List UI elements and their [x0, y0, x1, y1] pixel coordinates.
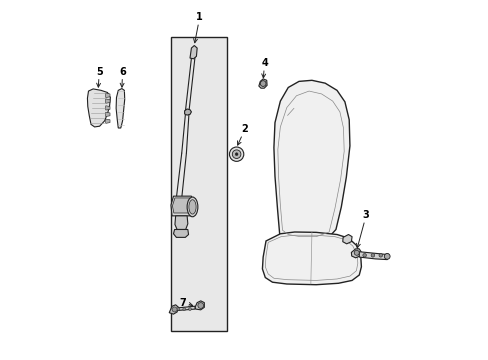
Circle shape: [229, 147, 244, 161]
Circle shape: [260, 81, 265, 86]
Polygon shape: [173, 229, 188, 237]
Polygon shape: [359, 252, 388, 260]
Text: 5: 5: [96, 67, 102, 87]
Text: 1: 1: [193, 12, 203, 43]
Circle shape: [370, 253, 374, 257]
Polygon shape: [105, 106, 110, 110]
Polygon shape: [169, 305, 178, 314]
Polygon shape: [116, 89, 124, 128]
Polygon shape: [105, 112, 110, 117]
Text: 3: 3: [356, 210, 369, 248]
Text: 2: 2: [237, 124, 248, 145]
Circle shape: [232, 150, 241, 158]
Circle shape: [384, 253, 389, 259]
Circle shape: [235, 153, 238, 156]
Polygon shape: [184, 109, 191, 115]
Polygon shape: [262, 232, 361, 285]
Circle shape: [188, 308, 191, 311]
Circle shape: [183, 308, 185, 311]
Polygon shape: [105, 99, 110, 103]
Circle shape: [385, 253, 388, 257]
Polygon shape: [195, 301, 204, 310]
Text: 7: 7: [179, 298, 192, 308]
Ellipse shape: [187, 197, 198, 217]
Text: 6: 6: [119, 67, 126, 87]
Polygon shape: [258, 79, 266, 88]
Circle shape: [378, 253, 382, 257]
Polygon shape: [273, 80, 349, 240]
Polygon shape: [171, 196, 193, 216]
Polygon shape: [172, 306, 195, 311]
Circle shape: [172, 307, 177, 312]
Polygon shape: [172, 198, 191, 213]
Circle shape: [176, 308, 179, 311]
Polygon shape: [105, 119, 110, 123]
Polygon shape: [105, 93, 110, 98]
Polygon shape: [190, 45, 197, 59]
Polygon shape: [175, 216, 187, 229]
Polygon shape: [342, 234, 351, 244]
Text: 4: 4: [261, 58, 267, 78]
Circle shape: [353, 250, 359, 255]
Polygon shape: [351, 249, 360, 258]
Polygon shape: [87, 89, 110, 127]
Ellipse shape: [188, 200, 196, 214]
Bar: [171, 37, 226, 330]
Circle shape: [362, 253, 366, 257]
Circle shape: [198, 303, 203, 309]
